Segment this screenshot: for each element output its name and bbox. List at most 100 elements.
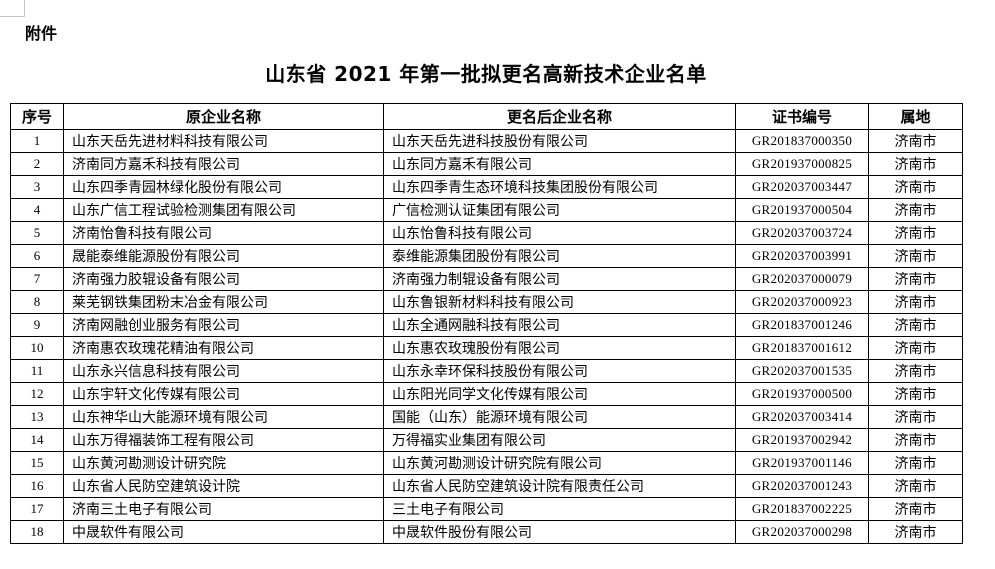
table-row: 3 山东四季青园林绿化股份有限公司 山东四季青生态环境科技集团股份有限公司 GR202… (10, 175, 963, 199)
cell-region: 济南市 (868, 152, 963, 176)
cell-serial-number: 6 (10, 244, 64, 268)
cell-certificate-no: GR201937000500 (735, 382, 869, 406)
cell-serial-number: 2 (10, 152, 64, 176)
cell-certificate-no: GR201937001146 (735, 451, 869, 475)
cell-region: 济南市 (868, 520, 963, 544)
table-header: 序号 原企业名称 更名后企业名称 证书编号 属地 (10, 103, 963, 130)
cell-original-name: 济南惠农玫瑰花精油有限公司 (63, 336, 384, 360)
table-row: 17 济南三土电子有限公司 三土电子有限公司 GR201837002225 济南市 (10, 497, 963, 521)
cell-certificate-no: GR202037003991 (735, 244, 869, 268)
table-row: 6 晟能泰维能源股份有限公司 泰维能源集团股份有限公司 GR202037003991 济… (10, 244, 963, 268)
cell-renamed-name: 山东永幸环保科技股份有限公司 (383, 359, 736, 383)
table-row: 12 山东宇轩文化传媒有限公司 山东阳光同学文化传媒有限公司 GR2019370005… (10, 382, 963, 406)
cell-renamed-name: 山东黄河勘测设计研究院有限公司 (383, 451, 736, 475)
cell-certificate-no: GR201837001246 (735, 313, 869, 337)
cell-serial-number: 3 (10, 175, 64, 199)
table-row: 2 济南同方嘉禾科技有限公司 山东同方嘉禾有限公司 GR201937000825 济南市 (10, 152, 963, 176)
cell-renamed-name: 山东天岳先进科技股份有限公司 (383, 129, 736, 153)
cell-original-name: 济南网融创业服务有限公司 (63, 313, 384, 337)
cell-renamed-name: 山东四季青生态环境科技集团股份有限公司 (383, 175, 736, 199)
cell-serial-number: 1 (10, 129, 64, 153)
cell-certificate-no: GR201937000504 (735, 198, 869, 222)
cell-region: 济南市 (868, 451, 963, 475)
table-row: 9 济南网融创业服务有限公司 山东全通网融科技有限公司 GR201837001246 济… (10, 313, 963, 337)
header-serial-number: 序号 (10, 103, 64, 130)
header-certificate-no: 证书编号 (735, 103, 869, 130)
cell-renamed-name: 山东省人民防空建筑设计院有限责任公司 (383, 474, 736, 498)
table-row: 1 山东天岳先进材料科技有限公司 山东天岳先进科技股份有限公司 GR201837000… (10, 129, 963, 153)
cell-serial-number: 5 (10, 221, 64, 245)
cell-region: 济南市 (868, 244, 963, 268)
table-row: 18 中晟软件有限公司 中晟软件股份有限公司 GR202037000298 济南市 (10, 520, 963, 544)
cell-region: 济南市 (868, 497, 963, 521)
cell-region: 济南市 (868, 129, 963, 153)
cell-original-name: 济南三土电子有限公司 (63, 497, 384, 521)
table-row: 15 山东黄河勘测设计研究院 山东黄河勘测设计研究院有限公司 GR2019370011… (10, 451, 963, 475)
cell-certificate-no: GR202037001243 (735, 474, 869, 498)
cell-serial-number: 4 (10, 198, 64, 222)
cell-certificate-no: GR202037000298 (735, 520, 869, 544)
table-row: 14 山东万得福装饰工程有限公司 万得福实业集团有限公司 GR201937002942… (10, 428, 963, 452)
cell-certificate-no: GR201937000825 (735, 152, 869, 176)
cell-serial-number: 13 (10, 405, 64, 429)
cell-original-name: 山东广信工程试验检测集团有限公司 (63, 198, 384, 222)
cell-serial-number: 18 (10, 520, 64, 544)
header-row: 序号 原企业名称 更名后企业名称 证书编号 属地 (10, 103, 963, 130)
cell-region: 济南市 (868, 405, 963, 429)
cell-original-name: 山东天岳先进材料科技有限公司 (63, 129, 384, 153)
cell-certificate-no: GR202037003724 (735, 221, 869, 245)
cell-original-name: 山东神华山大能源环境有限公司 (63, 405, 384, 429)
cell-original-name: 莱芜钢铁集团粉末冶金有限公司 (63, 290, 384, 314)
cell-renamed-name: 万得福实业集团有限公司 (383, 428, 736, 452)
cell-region: 济南市 (868, 359, 963, 383)
table-row: 5 济南怡鲁科技有限公司 山东怡鲁科技有限公司 GR202037003724 济南市 (10, 221, 963, 245)
cell-renamed-name: 山东全通网融科技有限公司 (383, 313, 736, 337)
cell-serial-number: 15 (10, 451, 64, 475)
cell-original-name: 济南强力胶辊设备有限公司 (63, 267, 384, 291)
header-renamed-name: 更名后企业名称 (383, 103, 736, 130)
cell-serial-number: 7 (10, 267, 64, 291)
cell-certificate-no: GR201837001612 (735, 336, 869, 360)
cell-region: 济南市 (868, 382, 963, 406)
cell-serial-number: 11 (10, 359, 64, 383)
cell-renamed-name: 山东阳光同学文化传媒有限公司 (383, 382, 736, 406)
cell-renamed-name: 山东鲁银新材料科技有限公司 (383, 290, 736, 314)
cell-region: 济南市 (868, 336, 963, 360)
cell-region: 济南市 (868, 175, 963, 199)
cell-original-name: 济南怡鲁科技有限公司 (63, 221, 384, 245)
cell-renamed-name: 山东怡鲁科技有限公司 (383, 221, 736, 245)
cell-original-name: 山东宇轩文化传媒有限公司 (63, 382, 384, 406)
cell-region: 济南市 (868, 428, 963, 452)
table-row: 13 山东神华山大能源环境有限公司 国能（山东）能源环境有限公司 GR20203700… (10, 405, 963, 429)
header-region: 属地 (868, 103, 963, 130)
cell-serial-number: 17 (10, 497, 64, 521)
cell-renamed-name: 三土电子有限公司 (383, 497, 736, 521)
cell-renamed-name: 山东同方嘉禾有限公司 (383, 152, 736, 176)
cell-certificate-no: GR202037001535 (735, 359, 869, 383)
cell-region: 济南市 (868, 290, 963, 314)
cell-certificate-no: GR202037000079 (735, 267, 869, 291)
table-row: 8 莱芜钢铁集团粉末冶金有限公司 山东鲁银新材料科技有限公司 GR2020370009… (10, 290, 963, 314)
table-row: 11 山东永兴信息科技有限公司 山东永幸环保科技股份有限公司 GR2020370015… (10, 359, 963, 383)
page-corner-mark (0, 0, 25, 17)
cell-original-name: 山东省人民防空建筑设计院 (63, 474, 384, 498)
cell-certificate-no: GR202037000923 (735, 290, 869, 314)
cell-certificate-no: GR202037003447 (735, 175, 869, 199)
cell-original-name: 山东黄河勘测设计研究院 (63, 451, 384, 475)
cell-region: 济南市 (868, 198, 963, 222)
cell-original-name: 山东永兴信息科技有限公司 (63, 359, 384, 383)
cell-serial-number: 16 (10, 474, 64, 498)
table-row: 7 济南强力胶辊设备有限公司 济南强力制辊设备有限公司 GR202037000079 济… (10, 267, 963, 291)
cell-serial-number: 14 (10, 428, 64, 452)
cell-certificate-no: GR201837002225 (735, 497, 869, 521)
cell-renamed-name: 济南强力制辊设备有限公司 (383, 267, 736, 291)
cell-region: 济南市 (868, 221, 963, 245)
table-body: 1 山东天岳先进材料科技有限公司 山东天岳先进科技股份有限公司 GR201837000… (10, 129, 963, 544)
cell-region: 济南市 (868, 474, 963, 498)
table-row: 4 山东广信工程试验检测集团有限公司 广信检测认证集团有限公司 GR201937000… (10, 198, 963, 222)
cell-original-name: 济南同方嘉禾科技有限公司 (63, 152, 384, 176)
cell-certificate-no: GR201837000350 (735, 129, 869, 153)
cell-region: 济南市 (868, 313, 963, 337)
cell-original-name: 山东万得福装饰工程有限公司 (63, 428, 384, 452)
